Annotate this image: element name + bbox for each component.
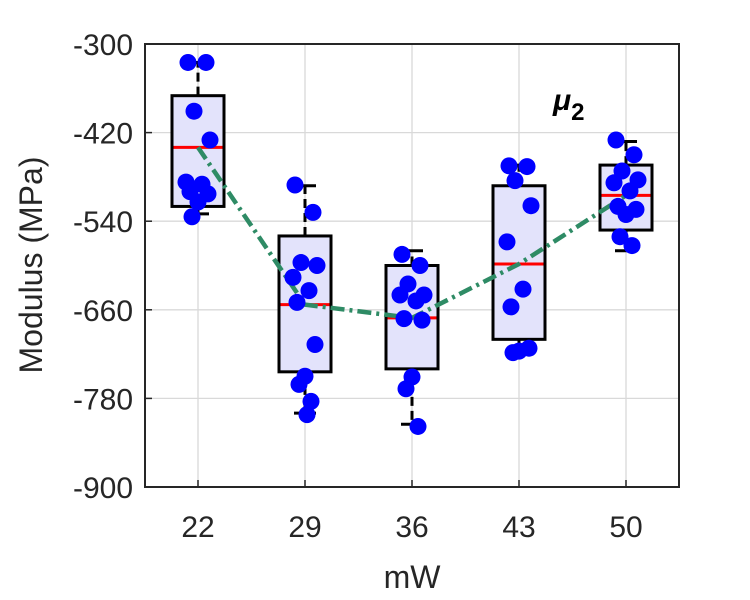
data-points <box>177 53 647 435</box>
data-point <box>518 158 536 176</box>
data-point <box>189 193 207 211</box>
mu-symbol: μ <box>552 84 571 117</box>
data-point <box>304 203 322 221</box>
y-tick-label: -300 <box>73 29 133 62</box>
x-tick-label: 43 <box>502 511 535 544</box>
data-point <box>183 208 201 226</box>
data-point <box>298 406 316 424</box>
y-tick-label: -660 <box>73 295 133 328</box>
data-point <box>625 146 643 164</box>
x-tick-labels: 22 29 36 43 50 <box>181 511 642 544</box>
data-point <box>393 245 411 263</box>
ticks <box>145 43 627 488</box>
data-point <box>607 131 625 149</box>
x-tick-label: 22 <box>181 511 214 544</box>
data-point <box>306 336 324 354</box>
x-tick-label: 36 <box>395 511 428 544</box>
y-axis-label: Modulus (MPa) <box>13 157 49 374</box>
data-point <box>397 380 415 398</box>
data-point <box>611 228 629 246</box>
data-point <box>391 286 409 304</box>
y-tick-label: -540 <box>73 206 133 239</box>
data-point <box>302 392 320 410</box>
data-point <box>395 310 413 328</box>
data-point <box>623 237 641 255</box>
data-point <box>292 254 310 272</box>
y-tick-label: -780 <box>73 383 133 416</box>
y-tick-labels: -300 -420 -540 -660 -780 -900 <box>73 29 133 505</box>
data-point <box>413 311 431 329</box>
data-point <box>506 172 524 190</box>
y-tick-label: -420 <box>73 118 133 151</box>
x-axis-label: mW <box>384 559 442 595</box>
data-point <box>185 102 203 120</box>
data-point <box>504 344 522 362</box>
data-point <box>284 268 302 286</box>
data-point <box>409 417 427 435</box>
data-point <box>197 53 215 71</box>
data-point <box>286 176 304 194</box>
data-point <box>407 292 425 310</box>
data-point <box>605 174 623 192</box>
y-tick-label: -900 <box>73 472 133 505</box>
data-point <box>300 282 318 300</box>
data-point <box>179 53 197 71</box>
data-point <box>514 280 532 298</box>
x-tick-label: 50 <box>609 511 642 544</box>
data-point <box>617 206 635 224</box>
data-point <box>498 233 516 251</box>
data-point <box>502 298 520 316</box>
data-point <box>500 157 518 175</box>
data-point <box>308 257 326 274</box>
data-point <box>201 131 219 149</box>
data-point <box>290 375 308 393</box>
data-point <box>411 257 429 274</box>
mu-annotation: μ2 <box>552 84 584 126</box>
x-tick-label: 29 <box>288 511 321 544</box>
data-point <box>522 197 540 215</box>
data-point <box>621 182 639 200</box>
mu-subscript: 2 <box>571 99 584 126</box>
data-point <box>288 293 306 311</box>
